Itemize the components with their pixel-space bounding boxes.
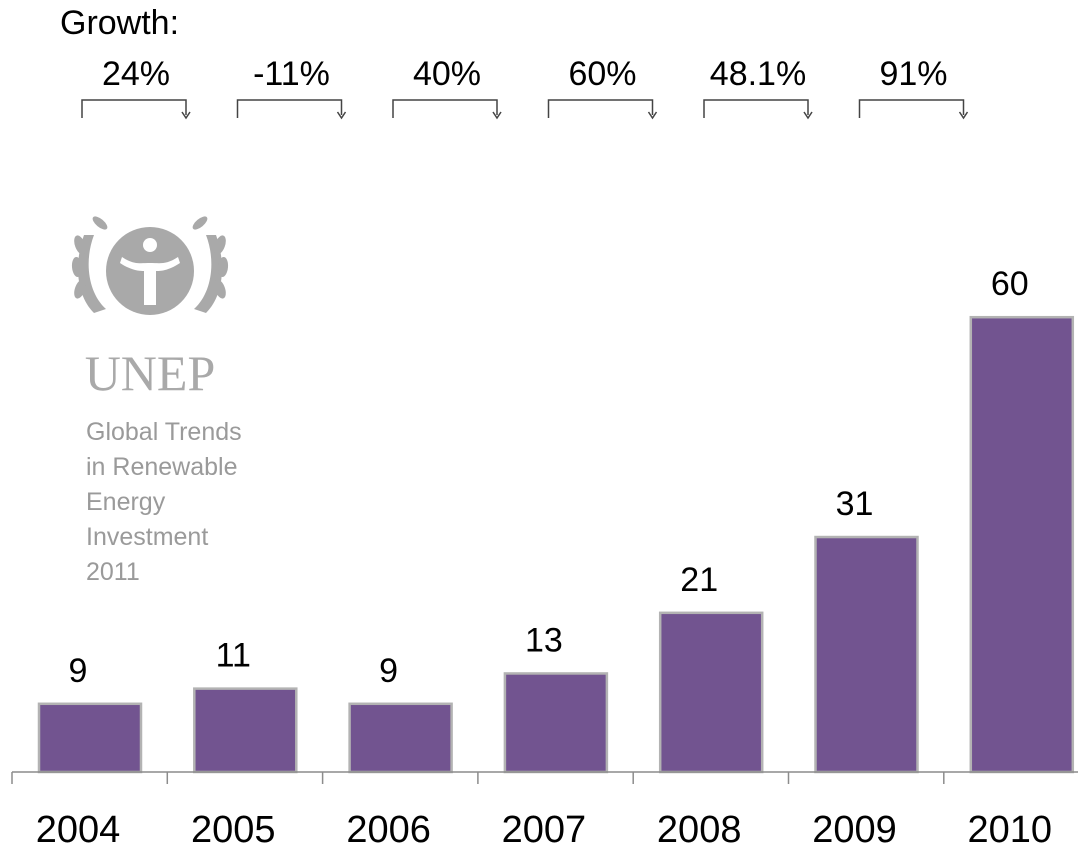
growth-brackets: 24% -11% 40% 60% 48.1% 91% xyxy=(81,55,969,120)
x-axis xyxy=(11,771,1078,784)
bar-2007 xyxy=(503,672,609,774)
growth-arrowhead xyxy=(803,111,813,120)
category-label-2004: 2004 xyxy=(36,809,121,847)
growth-label: 48.1% xyxy=(710,55,806,93)
growth-label: -11% xyxy=(253,55,330,93)
growth-bracket xyxy=(547,99,654,118)
growth-arrowhead xyxy=(181,111,191,120)
source-text: Global Trends in Renewable Energy Invest… xyxy=(86,415,286,590)
growth-label: 24% xyxy=(102,55,170,93)
bar-2006 xyxy=(348,702,453,774)
bar-2010 xyxy=(969,315,1075,774)
labels: 9 2004 11 2005 9 2006 13 2007 21 2008 31 2009 60 2010 xyxy=(36,265,1052,847)
bar-2005 xyxy=(193,687,298,774)
category-label-2010: 2010 xyxy=(968,809,1053,847)
category-label-2006: 2006 xyxy=(346,809,431,847)
growth-bracket xyxy=(858,99,965,118)
source-line-3: Energy xyxy=(86,488,166,516)
growth-arrowhead xyxy=(492,111,502,120)
bar-2008 xyxy=(658,611,764,774)
unep-logo-icon: UNEP xyxy=(71,216,229,400)
data-label-2005: 11 xyxy=(216,637,251,675)
data-label-2008: 21 xyxy=(680,561,718,599)
growth-label: 40% xyxy=(413,55,481,93)
category-label-2005: 2005 xyxy=(191,809,276,847)
data-label-2009: 31 xyxy=(836,485,874,523)
growth-arrowhead xyxy=(336,111,347,120)
growth-arrowhead xyxy=(647,111,658,120)
source-line-5: 2011 xyxy=(86,558,140,586)
source-line-4: Investment xyxy=(86,523,209,551)
growth-bracket xyxy=(703,99,809,118)
logo-text: UNEP xyxy=(85,345,216,400)
growth-title: Growth: xyxy=(60,4,180,42)
bar-2009 xyxy=(814,535,919,774)
source-line-1: Global Trends xyxy=(86,418,242,446)
growth-bracket xyxy=(81,99,187,118)
growth-label: 91% xyxy=(879,55,947,93)
data-label-2010: 60 xyxy=(991,265,1029,303)
category-label-2007: 2007 xyxy=(502,809,587,847)
data-label-2007: 13 xyxy=(525,621,563,659)
data-label-2004: 9 xyxy=(69,652,88,690)
growth-bracket xyxy=(236,99,343,118)
growth-bracket xyxy=(392,99,498,118)
data-label-2006: 9 xyxy=(379,652,398,690)
growth-arrowhead xyxy=(958,111,969,120)
bar-2004 xyxy=(37,702,143,774)
growth-label: 60% xyxy=(568,55,636,93)
source-line-2: in Renewable xyxy=(86,453,238,481)
category-label-2008: 2008 xyxy=(657,809,742,847)
bars xyxy=(37,315,1075,774)
category-label-2009: 2009 xyxy=(812,809,897,847)
